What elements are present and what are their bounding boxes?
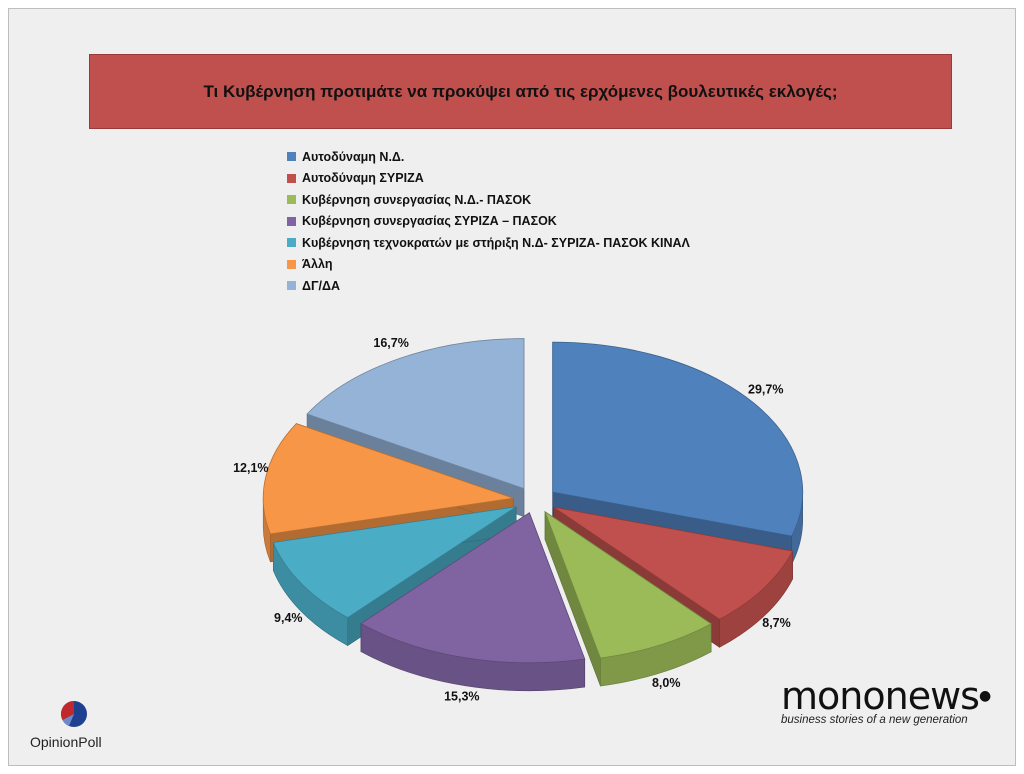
legend-item: Αυτοδύναμη ΣΥΡΙΖΑ xyxy=(287,168,690,190)
legend-item: Αυτοδύναμη Ν.Δ. xyxy=(287,146,690,168)
mononews-dot-icon: ● xyxy=(978,688,991,704)
legend-swatch xyxy=(287,195,296,205)
legend-label: Αυτοδύναμη Ν.Δ. xyxy=(302,149,405,164)
legend-item: Κυβέρνηση συνεργασίας Ν.Δ.- ΠΑΣΟΚ xyxy=(287,189,690,211)
slice-top xyxy=(360,512,586,664)
legend-label: Κυβέρνηση τεχνοκρατών με στήριξη Ν.Δ- ΣΥ… xyxy=(302,235,690,250)
legend-label: Κυβέρνηση συνεργασίας Ν.Δ.- ΠΑΣΟΚ xyxy=(302,192,532,207)
legend-swatch xyxy=(287,152,296,162)
slice-top xyxy=(272,506,517,619)
legend-swatch xyxy=(287,216,296,226)
opinionpoll-name: OpinionPoll xyxy=(30,734,102,750)
data-label: 15,3% xyxy=(444,690,479,704)
slice-top xyxy=(544,510,712,659)
mononews-mono: mono xyxy=(781,674,886,718)
legend-swatch xyxy=(287,259,296,269)
legend-swatch xyxy=(287,238,296,248)
mononews-news: news xyxy=(884,674,980,718)
legend-label: Άλλη xyxy=(302,257,333,272)
legend-label: ΔΓ/ΔΑ xyxy=(302,278,340,293)
legend: Αυτοδύναμη Ν.Δ. Αυτοδύναμη ΣΥΡΙΖΑ Κυβέρνησ… xyxy=(287,146,690,297)
slice-top xyxy=(306,338,525,490)
chart-title: Τι Κυβέρνηση προτιμάτε να προκύψει από τ… xyxy=(203,81,838,101)
legend-label: Αυτοδύναμη ΣΥΡΙΖΑ xyxy=(302,171,424,186)
data-label: 12,1% xyxy=(233,461,268,475)
legend-item: Άλλη xyxy=(287,254,690,276)
legend-item: Κυβέρνηση συνεργασίας ΣΥΡΙΖΑ – ΠΑΣΟΚ xyxy=(287,211,690,233)
data-label: 8,7% xyxy=(762,616,791,630)
legend-label: Κυβέρνηση συνεργασίας ΣΥΡΙΖΑ – ΠΑΣΟΚ xyxy=(302,214,557,229)
mononews-logo: mononews● business stories of a new gene… xyxy=(781,676,991,728)
title-banner: Τι Κυβέρνηση προτιμάτε να προκύψει από τ… xyxy=(89,54,952,129)
legend-swatch xyxy=(287,173,296,183)
pie-slice-4 xyxy=(360,512,586,692)
slice-top xyxy=(553,506,794,620)
slice-top xyxy=(552,341,804,537)
slice-top xyxy=(262,423,514,535)
opinionpoll-logo: OpinionPoll xyxy=(30,700,120,756)
data-label: 9,4% xyxy=(274,611,303,625)
mononews-tagline: business stories of a new generation xyxy=(781,714,968,726)
data-label: 29,7% xyxy=(748,383,783,397)
legend-item: Κυβέρνηση τεχνοκρατών με στήριξη Ν.Δ- ΣΥ… xyxy=(287,232,690,254)
data-label: 8,0% xyxy=(652,676,681,690)
legend-item: ΔΓ/ΔΑ xyxy=(287,275,690,297)
data-label: 16,7% xyxy=(373,336,408,350)
pie-slice-3 xyxy=(544,510,712,687)
legend-swatch xyxy=(287,281,296,291)
opinionpoll-pie-icon xyxy=(61,701,87,727)
